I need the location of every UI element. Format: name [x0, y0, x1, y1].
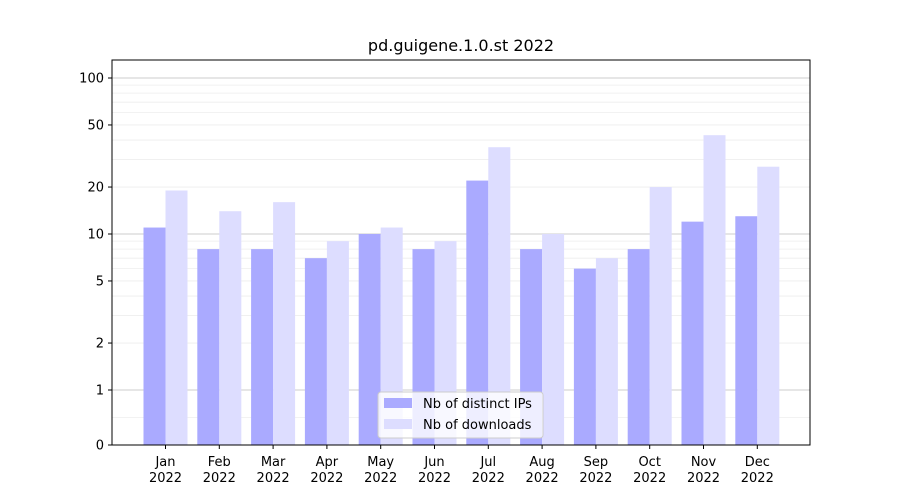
y-tick-label: 20: [87, 181, 104, 196]
x-tick-label-year: 2022: [579, 471, 612, 486]
x-tick-label-month: Sep: [584, 455, 609, 470]
y-tick-label: 1: [96, 384, 104, 399]
x-tick-label-month: Jan: [154, 455, 175, 470]
bar-downloads: [757, 166, 780, 445]
x-tick-label-year: 2022: [310, 471, 343, 486]
x-tick-label-year: 2022: [633, 471, 666, 486]
bar-distinct-ips: [304, 258, 327, 445]
legend-label-distinct-ips: Nb of distinct IPs: [423, 397, 532, 412]
x-tick-label-year: 2022: [472, 471, 505, 486]
x-tick-label-month: Mar: [261, 455, 286, 470]
x-tick-label-year: 2022: [203, 471, 236, 486]
bar-downloads: [273, 202, 296, 445]
bar-downloads: [595, 258, 618, 445]
bar-distinct-ips: [573, 268, 596, 445]
x-tick-label-year: 2022: [418, 471, 451, 486]
bar-distinct-ips: [627, 249, 650, 445]
bar-downloads: [380, 227, 403, 445]
x-tick-label-year: 2022: [149, 471, 182, 486]
legend-label-downloads: Nb of downloads: [423, 418, 532, 433]
x-tick-label-year: 2022: [741, 471, 774, 486]
bar-downloads: [703, 135, 726, 445]
x-tick-label-month: May: [367, 455, 394, 470]
y-axis: 0 1 2 5 10 20 50 100: [79, 72, 112, 454]
bar-distinct-ips: [197, 249, 220, 445]
x-tick-label-year: 2022: [687, 471, 720, 486]
x-tick-label-month: Dec: [745, 455, 770, 470]
bar-downloads: [488, 147, 511, 446]
x-tick-label-year: 2022: [257, 471, 290, 486]
bar-distinct-ips: [251, 249, 274, 445]
x-tick-label-year: 2022: [364, 471, 397, 486]
bar-distinct-ips: [143, 227, 166, 445]
y-tick-label: 50: [87, 118, 104, 133]
y-tick-label: 5: [96, 274, 104, 289]
x-tick-label-month: Aug: [529, 455, 554, 470]
plot-frame: [111, 59, 811, 446]
bar-distinct-ips: [466, 180, 489, 445]
x-tick-label-year: 2022: [526, 471, 559, 486]
bar-distinct-ips: [358, 234, 381, 445]
x-tick-label-month: Nov: [691, 455, 717, 470]
bar-downloads: [326, 241, 349, 445]
legend-swatch-distinct-ips: [384, 398, 412, 408]
bar-distinct-ips: [681, 221, 704, 445]
x-tick-label-month: Feb: [208, 455, 231, 470]
x-tick-label-month: Apr: [316, 455, 339, 470]
bar-downloads: [219, 211, 242, 445]
bar-distinct-ips: [735, 216, 758, 445]
y-tick-label: 2: [96, 337, 104, 352]
y-tick-label: 100: [79, 72, 104, 87]
chart-title: pd.guigene.1.0.st 2022: [368, 36, 554, 55]
x-tick-label-month: Jul: [479, 455, 496, 470]
legend-swatch-downloads: [384, 419, 412, 429]
bar-downloads: [165, 190, 188, 445]
bar-downloads: [649, 187, 672, 446]
legend: Nb of distinct IPs Nb of downloads: [377, 391, 544, 439]
x-tick-label-month: Oct: [638, 455, 660, 470]
legend-box: [377, 391, 544, 439]
x-axis: Jan2022Feb2022Mar2022Apr2022May2022Jun20…: [149, 445, 774, 486]
y-tick-label: 10: [87, 228, 104, 243]
bar-downloads: [542, 234, 565, 445]
x-tick-label-month: Jun: [423, 455, 444, 470]
y-tick-label: 0: [96, 439, 104, 454]
